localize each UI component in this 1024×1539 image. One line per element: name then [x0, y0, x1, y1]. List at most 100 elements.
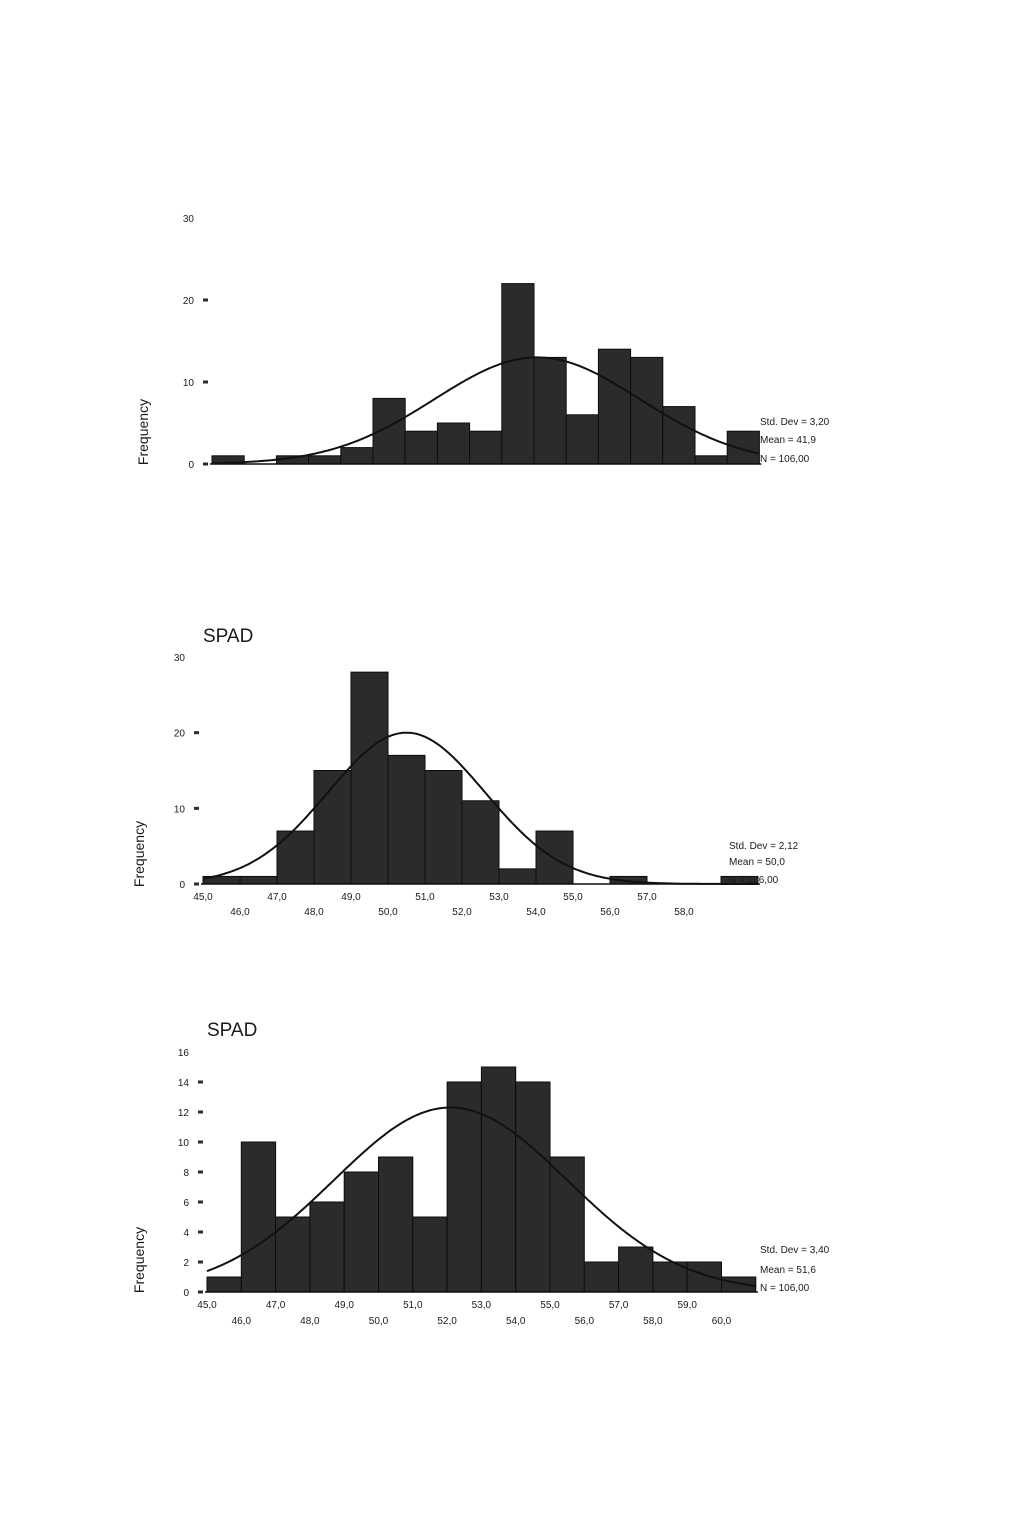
chart2-bar [350, 671, 389, 885]
chart3-y-tick-label: 16 [178, 1048, 190, 1059]
chart3-x-tick-label: 56,0 [575, 1316, 595, 1327]
chart2-stats-line: Mean = 50,0 [729, 857, 785, 868]
chart3-y-tick-mark [198, 1110, 203, 1114]
chart2-y-tick-mark [194, 806, 199, 810]
chart2-x-tick-label: 46,0 [230, 907, 250, 918]
chart2-x-tick-label: 53,0 [489, 892, 509, 903]
chart3-y-tick-mark [198, 1260, 203, 1264]
chart3-y-tick-mark [198, 1230, 203, 1234]
chart3-y-tick-mark [198, 1200, 203, 1204]
chart3-x-tick-label: 48,0 [300, 1316, 320, 1327]
chart3-y-tick-label: 6 [183, 1198, 189, 1209]
chart3-normal-curve [206, 1106, 756, 1287]
chart1-y-tick-mark [203, 298, 208, 302]
chart2-normal-curve [202, 731, 758, 885]
chart3-y-tick-mark [198, 1170, 203, 1174]
chart3-x-tick-label: 59,0 [677, 1300, 697, 1311]
chart2-x-tick-label: 57,0 [637, 892, 657, 903]
chart3-bar [309, 1201, 345, 1293]
chart1-stats-line: N = 106,00 [760, 454, 810, 465]
chart1-bar [308, 455, 342, 465]
chart3-bar [343, 1171, 380, 1293]
chart2-bar [313, 770, 352, 885]
chart3-x-tick-label: 46,0 [232, 1316, 252, 1327]
chart1-y-tick-label: 0 [188, 460, 194, 471]
chart3-y-tick-label: 14 [178, 1078, 190, 1089]
chart1-bar [501, 283, 535, 465]
chart1-y-axis-label: Frequency [135, 399, 151, 465]
chart3-stats-line: N = 106,00 [760, 1283, 810, 1294]
chart2-y-tick-mark [194, 731, 199, 735]
chart2-x-tick-label: 58,0 [674, 907, 694, 918]
chart1-y-tick-mark [203, 462, 208, 466]
chart2-x-tick-label: 51,0 [415, 892, 435, 903]
chart1-bar [694, 455, 728, 465]
chart3-bar [549, 1156, 585, 1293]
chart3-y-tick-label: 8 [183, 1168, 189, 1179]
chart2-y-tick-label: 20 [174, 729, 186, 740]
chart3-bar [206, 1276, 242, 1293]
chart2-bar [498, 868, 537, 885]
chart3-bar [583, 1261, 620, 1293]
chart3-bar [240, 1141, 277, 1293]
chart2-bar [424, 770, 463, 885]
chart2-y-axis-label: Frequency [131, 821, 147, 887]
chart2-bar [276, 830, 315, 885]
chart3-x-tick-label: 57,0 [609, 1300, 629, 1311]
chart2-x-tick-label: 52,0 [452, 907, 472, 918]
chart3-y-tick-mark [198, 1290, 203, 1294]
chart3-x-tick-label: 49,0 [334, 1300, 354, 1311]
chart3-x-tick-label: 58,0 [643, 1316, 663, 1327]
chart3-y-axis-label: Frequency [131, 1227, 147, 1293]
chart1-y-tick-mark [203, 380, 208, 384]
chart3-x-tick-label: 51,0 [403, 1300, 423, 1311]
chart1-bar [340, 447, 374, 465]
chart2-histogram: SPAD Frequency 0 10 20 30 45,0 47,0 49,0 51,0 53,0… [131, 626, 799, 918]
chart3-x-tick-label: 54,0 [506, 1316, 526, 1327]
chart1-bar [597, 348, 632, 465]
chart1-bar [404, 430, 438, 465]
chart2-y-tick-label: 0 [179, 880, 185, 891]
chart3-x-tick-label: 55,0 [540, 1300, 560, 1311]
chart2-bar [461, 800, 500, 885]
chart3-stats-line: Std. Dev = 3,40 [760, 1245, 830, 1256]
chart3-y-tick-mark [198, 1080, 203, 1084]
chart3-histogram: SPAD Frequency 0 2 4 6 8 10 12 14 16 45,0 47,0 49,0 51… [131, 1020, 830, 1327]
chart3-x-tick-label: 50,0 [369, 1316, 389, 1327]
chart3-bar [515, 1081, 551, 1293]
chart1-bar [436, 422, 471, 465]
chart2-bar [387, 754, 426, 885]
chart3-x-tick-label: 60,0 [712, 1316, 732, 1327]
chart2-stats-line: Std. Dev = 2,12 [729, 841, 799, 852]
chart2-bar [239, 875, 278, 885]
chart3-y-tick-label: 10 [178, 1138, 190, 1149]
chart3-title: SPAD [207, 1020, 257, 1041]
chart2-y-tick-mark [194, 882, 199, 886]
chart2-title: SPAD [203, 626, 253, 647]
chart1-y-tick-label: 10 [183, 378, 195, 389]
chart2-y-tick-label: 10 [174, 804, 186, 815]
chart1-stats-line: Std. Dev = 3,20 [760, 417, 830, 428]
chart1-histogram: Frequency 0 10 20 30 Std. Dev = 3,20 Mean = 41… [135, 214, 830, 471]
chart3-y-tick-label: 0 [183, 1288, 189, 1299]
chart2-x-tick-label: 56,0 [600, 907, 620, 918]
chart1-bar [726, 430, 760, 465]
chart2-y-tick-label: 30 [174, 653, 186, 664]
chart3-y-tick-label: 4 [183, 1228, 189, 1239]
chart2-x-tick-label: 55,0 [563, 892, 583, 903]
chart1-stats-line: Mean = 41,9 [760, 435, 816, 446]
chart1-bar [565, 414, 599, 465]
chart3-x-tick-label: 47,0 [266, 1300, 286, 1311]
chart3-x-tick-label: 53,0 [472, 1300, 492, 1311]
chart1-y-tick-label: 20 [183, 296, 195, 307]
chart3-y-tick-label: 2 [183, 1258, 189, 1269]
chart1-bar [533, 356, 567, 465]
chart3-y-tick-label: 12 [178, 1108, 190, 1119]
chart1-y-tick-label: 30 [183, 214, 195, 225]
chart2-x-tick-label: 49,0 [341, 892, 361, 903]
chart2-x-tick-label: 48,0 [304, 907, 324, 918]
chart3-x-tick-label: 52,0 [437, 1316, 457, 1327]
chart3-bar [412, 1216, 448, 1293]
